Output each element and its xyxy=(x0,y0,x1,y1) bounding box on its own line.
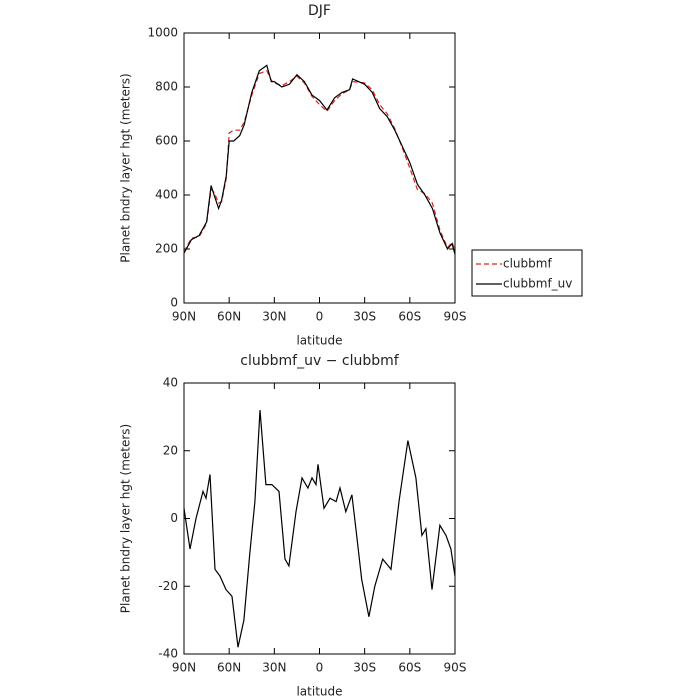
y-tick-label: -20 xyxy=(158,579,178,593)
plot-frame xyxy=(183,32,456,304)
chart-title: DJF xyxy=(308,3,331,19)
y-tick-label: 600 xyxy=(155,134,178,148)
y-tick-label: 1000 xyxy=(147,26,178,40)
y-tick-label: 0 xyxy=(170,296,178,310)
x-tick-label: 30S xyxy=(353,310,376,324)
y-tick-label: 20 xyxy=(163,443,178,457)
data-line xyxy=(183,410,456,648)
x-tick-label: 90S xyxy=(444,310,467,324)
x-tick-label: 60N xyxy=(217,310,241,324)
plot-frame xyxy=(183,382,456,655)
y-tick-label: -40 xyxy=(158,647,178,661)
x-axis-label: latitude xyxy=(296,685,342,699)
y-axis-label: Planet bndry layer hgt (meters) xyxy=(119,73,133,263)
legend-label: clubbmf_uv xyxy=(503,277,572,291)
x-tick-label: 30S xyxy=(353,661,376,675)
legend-box xyxy=(471,249,583,297)
y-tick-label: 40 xyxy=(163,376,178,390)
x-tick-label: 60S xyxy=(398,661,421,675)
y-tick-label: 200 xyxy=(155,242,178,256)
data-line xyxy=(183,70,456,252)
x-tick-label: 90S xyxy=(444,661,467,675)
y-tick-label: 800 xyxy=(155,80,178,94)
x-tick-label: 0 xyxy=(316,310,324,324)
y-tick-label: 400 xyxy=(155,188,178,202)
x-tick-label: 30N xyxy=(262,310,286,324)
x-tick-label: 60N xyxy=(217,661,241,675)
y-axis-label: Planet bndry layer hgt (meters) xyxy=(119,424,133,614)
x-tick-label: 90N xyxy=(172,310,196,324)
x-axis-label: latitude xyxy=(296,334,342,348)
x-tick-label: 30N xyxy=(262,661,286,675)
data-line xyxy=(183,64,456,255)
legend-label: clubbmf xyxy=(503,257,552,271)
y-tick-label: 0 xyxy=(170,511,178,525)
x-tick-label: 0 xyxy=(316,661,324,675)
x-tick-label: 60S xyxy=(398,310,421,324)
chart-title: clubbmf_uv − clubbmf xyxy=(240,353,399,369)
x-tick-label: 90N xyxy=(172,661,196,675)
